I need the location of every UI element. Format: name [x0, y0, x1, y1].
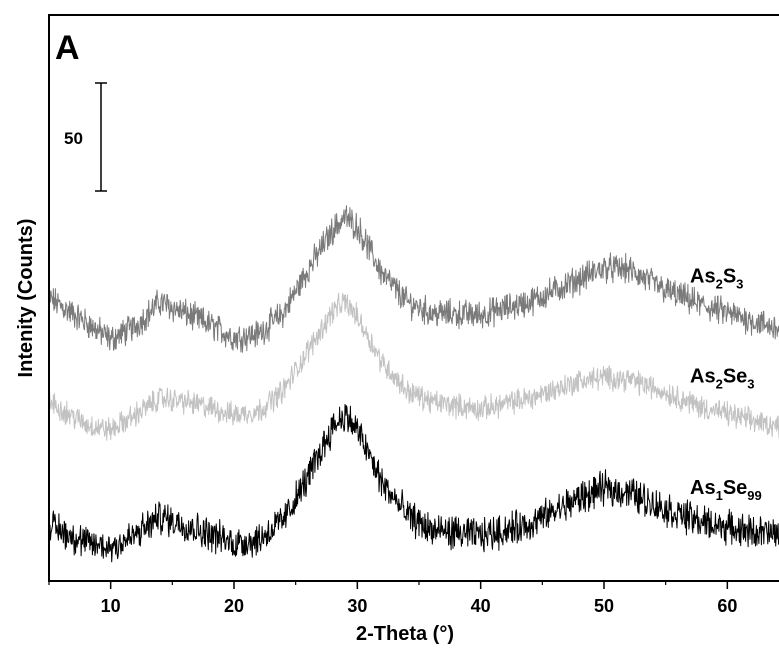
- series-line-As1Se99: [49, 404, 779, 563]
- series-line-As2Se3: [49, 292, 779, 441]
- series-label-As1Se99: As1Se99: [690, 477, 762, 503]
- series-layer: [49, 205, 779, 563]
- series-line-As2S3: [49, 205, 779, 353]
- series-labels: As2S3 As2Se3 As1Se99: [690, 266, 762, 503]
- x-tick-label-60: 60: [717, 596, 737, 616]
- series-label-As2S3: As2S3: [690, 266, 743, 292]
- panel-label: A: [55, 29, 80, 67]
- scale-bar: 50: [64, 82, 107, 192]
- scale-bar-label: 50: [64, 129, 83, 148]
- x-tick-label-10: 10: [101, 596, 121, 616]
- x-tick-label-20: 20: [224, 596, 244, 616]
- x-tick-label-30: 30: [347, 596, 367, 616]
- x-tick-label-50: 50: [594, 596, 614, 616]
- x-axis-title: 2-Theta (°): [356, 623, 454, 645]
- y-axis-title: Intenity (Counts): [15, 219, 37, 378]
- series-label-As2Se3: As2Se3: [690, 366, 755, 392]
- x-axis-ticks: 10 20 30 40 50 60: [48, 581, 737, 616]
- x-tick-label-40: 40: [471, 596, 491, 616]
